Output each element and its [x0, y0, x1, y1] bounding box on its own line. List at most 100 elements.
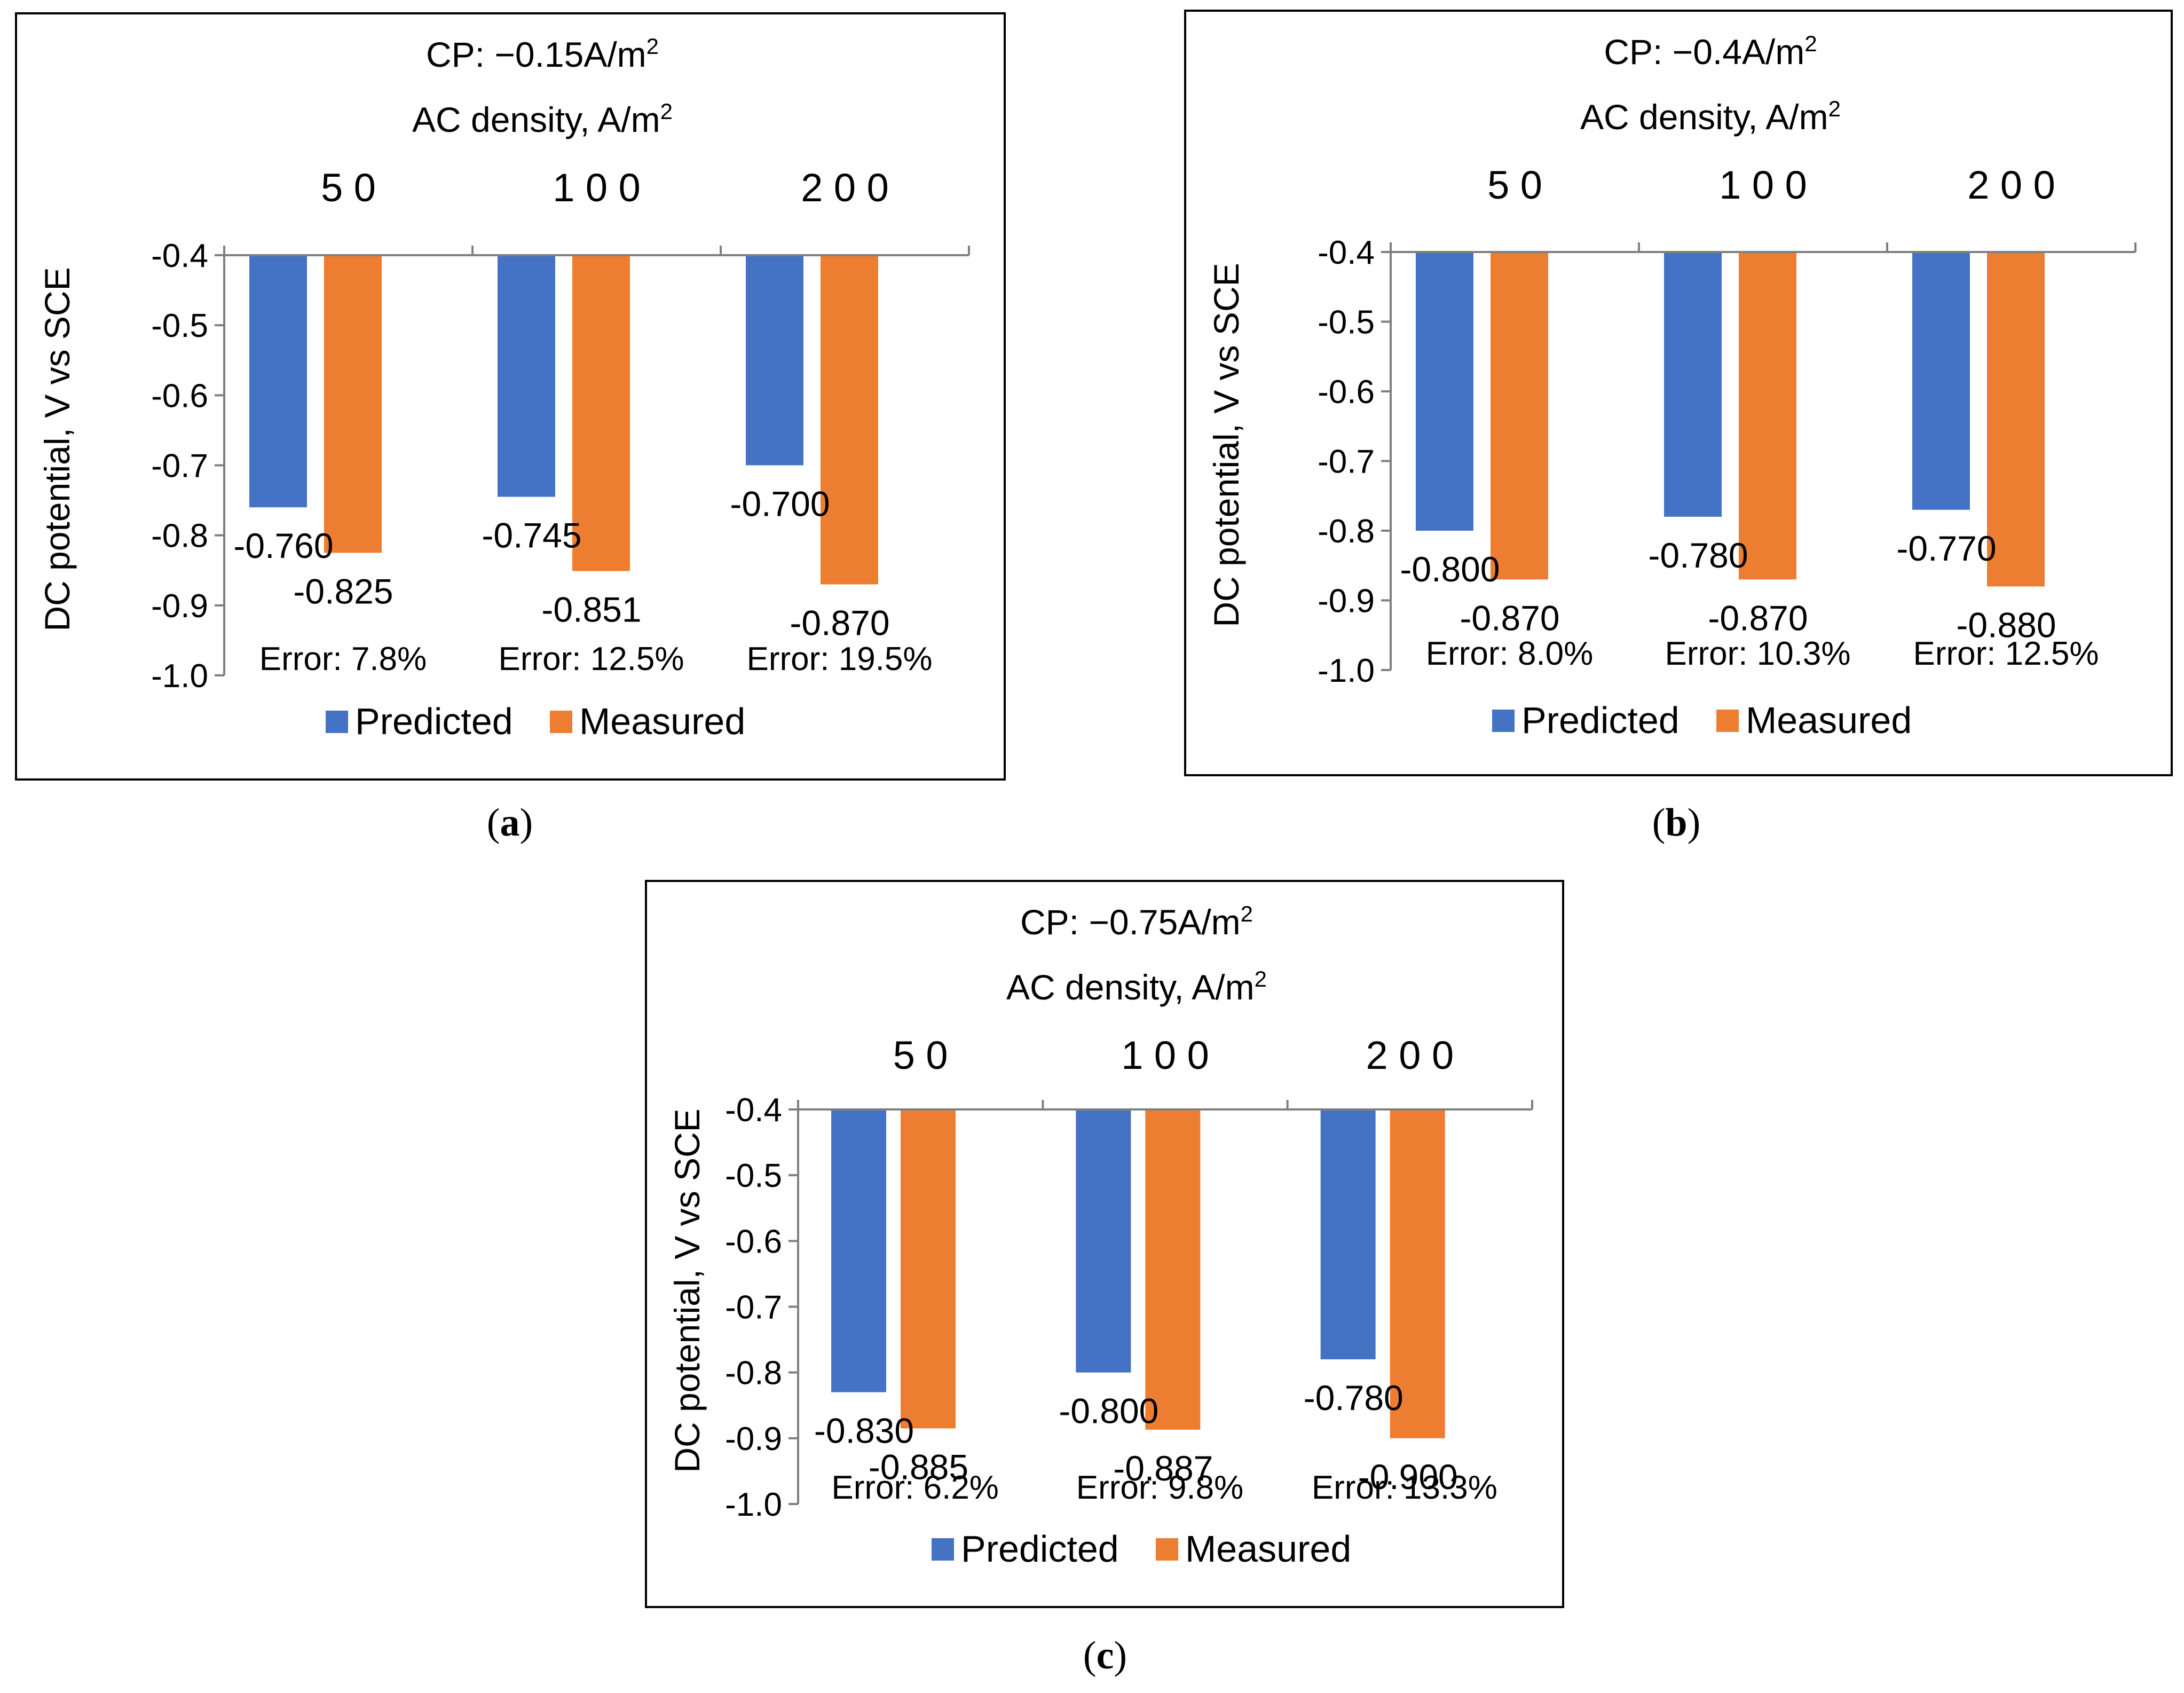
- chart-title: CP: −0.75A/m2: [1020, 901, 1253, 942]
- panel-caption-close: ): [520, 801, 533, 845]
- data-label-measured: -0.870: [1708, 598, 1808, 637]
- bar-measured: [572, 255, 630, 571]
- x-category-label: 2 0 0: [801, 166, 889, 210]
- y-axis-title: DC potential, V vs SCE: [37, 267, 77, 631]
- data-label-predicted: -0.770: [1896, 529, 1996, 568]
- x-category-label: 1 0 0: [1121, 1033, 1209, 1077]
- chart-title-superscript: 2: [646, 34, 659, 59]
- data-label-measured: -0.880: [1956, 605, 2056, 644]
- data-label-measured: -0.885: [869, 1447, 968, 1486]
- y-tick-label: -0.5: [725, 1157, 782, 1194]
- y-tick-label: -0.9: [151, 588, 208, 625]
- data-label-measured: -0.900: [1358, 1457, 1458, 1497]
- x-axis-title-superscript: 2: [1255, 966, 1267, 991]
- x-axis-title-superscript: 2: [660, 99, 673, 124]
- legend-swatch-predicted: [326, 711, 348, 733]
- x-axis-title: AC density, A/m2: [1580, 96, 1841, 137]
- data-label-predicted: -0.780: [1304, 1378, 1404, 1418]
- chart-title-text: CP: −0.4A/m: [1604, 32, 1804, 72]
- x-category-label: 5 0: [321, 166, 376, 210]
- error-label: Error: 19.5%: [746, 641, 932, 678]
- chart-frame: [645, 880, 1564, 1608]
- bar-measured: [1491, 252, 1548, 580]
- bar-predicted: [1664, 252, 1722, 517]
- data-label-measured: -0.870: [790, 603, 889, 642]
- panel-caption-letter: b: [1665, 801, 1687, 845]
- x-axis-title-text: AC density, A/m: [412, 100, 660, 139]
- y-tick-label: -0.4: [725, 1092, 782, 1129]
- bar-measured: [901, 1109, 956, 1429]
- error-label: Error: 10.3%: [1665, 635, 1850, 672]
- bar-measured: [1739, 252, 1796, 580]
- bar-measured: [1145, 1109, 1201, 1430]
- data-label-predicted: -0.760: [233, 526, 333, 565]
- x-category-label: 2 0 0: [1366, 1033, 1454, 1077]
- legend: Predicted Measured: [932, 1528, 1351, 1570]
- legend-swatch-measured: [550, 711, 572, 733]
- y-tick-label: -1.0: [151, 658, 208, 695]
- y-tick-label: -0.9: [1318, 583, 1375, 620]
- panel-caption: (a): [487, 801, 533, 845]
- y-tick-label: -0.7: [725, 1289, 782, 1326]
- data-label-measured: -0.870: [1460, 598, 1559, 637]
- y-tick-label: -0.4: [1318, 234, 1375, 271]
- x-axis-title-text: AC density, A/m: [1006, 967, 1255, 1007]
- legend-swatch-predicted: [932, 1538, 954, 1561]
- y-tick-label: -0.7: [1318, 444, 1375, 481]
- chart-frame: [15, 12, 1006, 781]
- panel-caption-close: ): [1114, 1634, 1127, 1678]
- data-label-predicted: -0.800: [1400, 549, 1500, 589]
- x-axis-title-superscript: 2: [1828, 96, 1841, 121]
- data-label-measured: -0.851: [541, 590, 641, 629]
- y-tick-label: -0.9: [725, 1421, 782, 1458]
- error-label: Error: 13.3%: [1312, 1469, 1497, 1506]
- chart-title-superscript: 2: [1804, 31, 1817, 56]
- legend-swatch-measured: [1716, 710, 1739, 732]
- y-tick-label: -0.6: [151, 377, 208, 414]
- error-label: Error: 7.8%: [259, 641, 427, 678]
- panel-caption: (c): [1083, 1634, 1127, 1678]
- chart-title-text: CP: −0.75A/m: [1020, 902, 1241, 942]
- y-tick-label: -0.6: [725, 1223, 782, 1260]
- bar-measured: [1987, 252, 2045, 587]
- legend-label-predicted: Predicted: [355, 700, 513, 742]
- legend-label-measured: Measured: [579, 700, 745, 742]
- data-label-predicted: -0.830: [814, 1411, 914, 1451]
- legend-label-measured: Measured: [1185, 1528, 1351, 1570]
- legend-swatch-measured: [1156, 1538, 1178, 1561]
- error-label: Error: 8.0%: [1426, 635, 1594, 672]
- y-tick-label: -0.5: [151, 308, 208, 344]
- panel-caption-letter: c: [1097, 1634, 1114, 1678]
- legend-swatch-predicted: [1492, 710, 1515, 732]
- x-category-label: 1 0 0: [1719, 163, 1807, 207]
- x-axis-title-text: AC density, A/m: [1580, 97, 1828, 137]
- x-category-label: 5 0: [893, 1033, 948, 1077]
- y-tick-label: -0.8: [1318, 513, 1375, 550]
- legend: Predicted Measured: [1492, 699, 1912, 741]
- data-label-measured: -0.887: [1113, 1448, 1213, 1488]
- x-category-label: 5 0: [1487, 163, 1542, 207]
- y-tick-label: -1.0: [725, 1486, 782, 1523]
- y-tick-label: -0.4: [151, 238, 208, 274]
- y-tick-label: -0.6: [1318, 374, 1375, 411]
- error-label: Error: 9.8%: [1076, 1469, 1244, 1506]
- x-category-label: 2 0 0: [1967, 163, 2055, 207]
- chart-title-text: CP: −0.15A/m: [426, 35, 646, 74]
- data-label-predicted: -0.745: [482, 516, 581, 555]
- bar-measured: [821, 255, 878, 585]
- data-label-measured: -0.825: [293, 571, 393, 611]
- y-tick-label: -1.0: [1318, 652, 1375, 689]
- x-category-label: 1 0 0: [553, 166, 641, 210]
- chart-frame: [1184, 10, 2173, 776]
- x-axis-title: AC density, A/m2: [1006, 966, 1267, 1007]
- bar-predicted: [1912, 252, 1970, 510]
- bar-measured: [1390, 1109, 1445, 1438]
- y-tick-label: -0.8: [151, 518, 208, 555]
- error-label: Error: 6.2%: [831, 1469, 999, 1506]
- legend-label-predicted: Predicted: [961, 1528, 1119, 1570]
- bar-predicted: [831, 1109, 886, 1392]
